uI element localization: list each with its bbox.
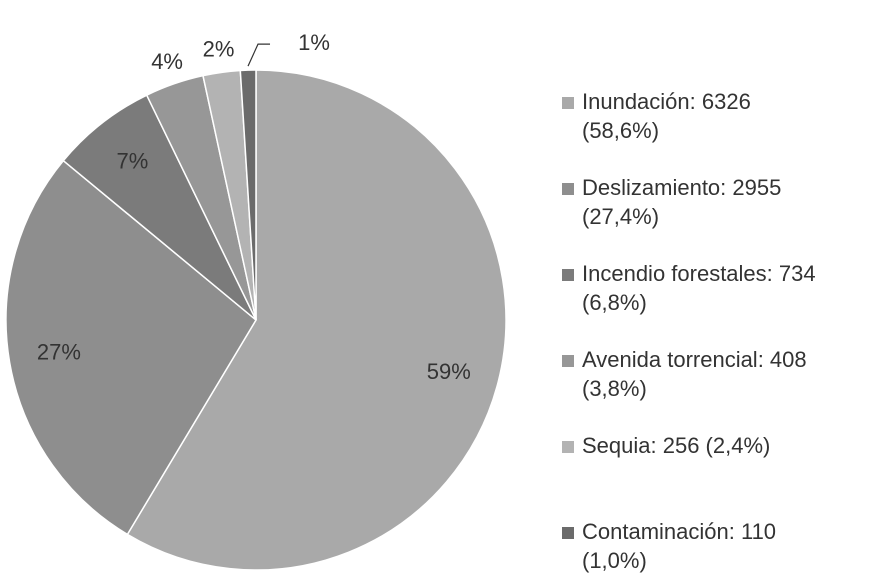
legend-label: (1,0%): [582, 548, 647, 573]
legend-label: (3,8%): [582, 376, 647, 401]
legend-label: (6,8%): [582, 290, 647, 315]
legend-label: Inundación: 6326: [582, 89, 751, 114]
pie-slice: [5, 159, 257, 536]
legend-swatch: [562, 269, 574, 281]
legend-label: (58,6%): [582, 118, 659, 143]
legend-label: Deslizamiento: 2955: [582, 175, 781, 200]
pie-slice: [239, 69, 257, 321]
legend-label: Incendio forestales: 734: [582, 261, 816, 286]
data-label: 1%: [298, 30, 330, 55]
data-label: 59%: [427, 359, 471, 384]
legend-swatch: [562, 527, 574, 539]
leader-line: [247, 43, 271, 67]
pie-slice: [126, 69, 507, 571]
legend-swatch: [562, 441, 574, 453]
legend-label: Avenida torrencial: 408: [582, 347, 807, 372]
data-label: 27%: [37, 340, 81, 365]
data-label: 2%: [203, 36, 235, 61]
legend-swatch: [562, 183, 574, 195]
legend-label: Sequia: 256 (2,4%): [582, 433, 770, 458]
legend-label: Contaminación: 110: [582, 519, 776, 544]
legend-swatch: [562, 97, 574, 109]
legend-swatch: [562, 355, 574, 367]
pie-slice: [62, 94, 257, 321]
data-label: 4%: [151, 49, 183, 74]
legend-label: (27,4%): [582, 204, 659, 229]
data-label: 7%: [117, 149, 149, 174]
